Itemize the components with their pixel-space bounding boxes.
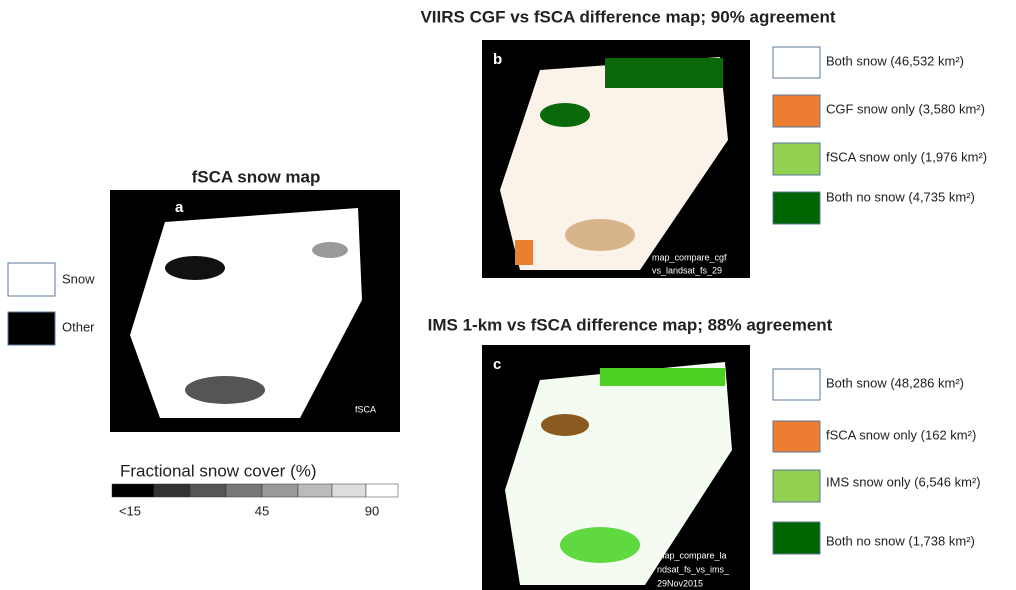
- colorbar-title: Fractional snow cover (%): [120, 461, 317, 480]
- legend-swatch: [8, 312, 55, 345]
- map-feature: [565, 219, 635, 251]
- legend-swatch: [773, 470, 820, 502]
- panel-letter: c: [493, 356, 501, 373]
- legend-label: Both no snow (1,738 km²): [826, 533, 975, 548]
- legend-label: CGF snow only (3,580 km²): [826, 101, 985, 116]
- legend-label: fSCA snow only (1,976 km²): [826, 149, 987, 164]
- map-feature: [600, 368, 725, 386]
- panel-letter: b: [493, 51, 502, 68]
- map-label: ndsat_fs_vs_ims_: [657, 564, 730, 574]
- legend-swatch: [773, 369, 820, 400]
- map-feature: [185, 376, 265, 404]
- legend-label: IMS snow only (6,546 km²): [826, 474, 981, 489]
- legend-swatch: [773, 192, 820, 224]
- map-feature: [165, 256, 225, 280]
- panel-letter: a: [175, 199, 184, 216]
- legend-label: Both snow (46,532 km²): [826, 53, 964, 68]
- panel-title: VIIRS CGF vs fSCA difference map; 90% ag…: [420, 7, 835, 26]
- map-feature: [540, 103, 590, 127]
- legend-swatch: [773, 522, 820, 554]
- legend-swatch: [8, 263, 55, 296]
- legend-label: Other: [62, 319, 95, 334]
- legend-label: Both snow (48,286 km²): [826, 375, 964, 390]
- legend-label: Snow: [62, 271, 95, 286]
- panel-title: fSCA snow map: [192, 167, 321, 186]
- map-feature: [541, 414, 589, 436]
- map-feature: [312, 242, 348, 258]
- panel-title: IMS 1-km vs fSCA difference map; 88% agr…: [428, 315, 833, 334]
- legend-label: Both no snow (4,735 km²): [826, 189, 975, 204]
- legend-label: fSCA snow only (162 km²): [826, 427, 976, 442]
- map-feature: [560, 527, 640, 563]
- legend-swatch: [773, 95, 820, 127]
- figure: fSCA snow map a fSCA Snow Other Fraction…: [0, 0, 1016, 590]
- legend-swatch: [773, 421, 820, 452]
- legend-swatch: [773, 143, 820, 175]
- map-feature: [515, 240, 533, 265]
- colorbar-tick: 45: [255, 503, 269, 518]
- colorbar-tick: 90: [365, 503, 379, 518]
- map-label: fSCA: [355, 404, 376, 414]
- map-label: map_compare_la: [657, 550, 727, 560]
- map-label: 29Nov2015: [657, 578, 703, 588]
- map-feature: [605, 58, 723, 88]
- colorbar: [112, 484, 398, 497]
- colorbar-tick: <15: [119, 503, 141, 518]
- legend-swatch: [773, 47, 820, 78]
- map-label: map_compare_cgf: [652, 252, 727, 262]
- map-label: vs_landsat_fs_29: [652, 265, 722, 275]
